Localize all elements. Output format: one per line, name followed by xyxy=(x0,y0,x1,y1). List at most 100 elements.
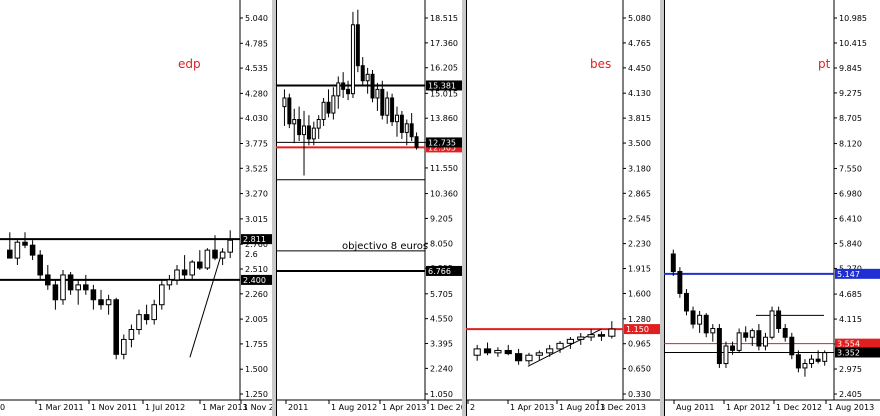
candle-body xyxy=(341,82,346,90)
y-tick-label: 2.975 xyxy=(839,365,862,374)
candle-body xyxy=(219,251,226,259)
candle-body xyxy=(697,314,703,325)
chart-annotation: objectivo 8 euros xyxy=(342,241,428,252)
candle-body xyxy=(292,119,297,125)
y-tick-label: 10.360 xyxy=(430,190,458,199)
trend-line xyxy=(189,250,224,358)
candle-body xyxy=(45,274,51,286)
y-tick-label: 1.050 xyxy=(430,390,453,399)
y-tick-label: 2.260 xyxy=(245,290,268,299)
y-tick-label: 4.550 xyxy=(430,315,453,324)
candle-body xyxy=(473,348,481,356)
candle-body xyxy=(360,65,365,82)
candle-body xyxy=(90,289,97,301)
y-tick-label: 3.525 xyxy=(245,164,268,173)
y-tick-label: 0.330 xyxy=(628,390,651,399)
y-tick-label: 2.510 xyxy=(245,265,268,274)
candle-body xyxy=(14,241,21,259)
y-tick-label: 3.270 xyxy=(245,190,268,199)
price-tag xyxy=(835,268,880,279)
candle-body xyxy=(577,336,585,340)
edp-chart-panel[interactable]: 5.040 4.785 4.535 4.280 4.030 3.775 3.525 3.270… xyxy=(0,0,272,416)
x-tick-label: 1 Dec 2013 xyxy=(600,403,646,412)
y-tick-label: 7.550 xyxy=(839,165,862,174)
y-tick-label: 2.545 xyxy=(628,215,651,224)
price-tag xyxy=(241,234,272,245)
extra-price-label: 2.6 xyxy=(245,250,258,259)
candle-body xyxy=(302,125,307,136)
candle-body xyxy=(346,88,351,95)
y-tick-label: 1.915 xyxy=(628,265,651,274)
price-tag xyxy=(835,338,880,349)
y-tick-label: 4.115 xyxy=(839,315,862,324)
y-tick-label: 2.865 xyxy=(628,189,651,198)
price-tag xyxy=(241,274,272,285)
y-tick-label: 4.535 xyxy=(245,64,268,73)
y-tick-label: 13.860 xyxy=(430,114,458,123)
candle-body xyxy=(227,239,233,253)
candle-body xyxy=(677,271,683,294)
second-chart-panel[interactable]: 18.515 17.360 16.205 15.015 13.860 12.735 11.5… xyxy=(276,0,462,416)
pt-chart-panel[interactable]: 10.985 10.415 9.845 9.275 8.705 8.120 7.550 6.9… xyxy=(664,0,880,416)
y-tick-label: 6.410 xyxy=(839,214,862,223)
candle-body xyxy=(809,358,815,365)
candle-body xyxy=(795,354,801,369)
x-tick-label: 1 Aug 2013 xyxy=(828,403,874,412)
candle-body xyxy=(67,274,74,291)
price-tag xyxy=(426,265,462,276)
candle-body xyxy=(409,123,414,138)
candle-body xyxy=(730,345,736,351)
chart-title: edp xyxy=(178,57,201,71)
candle-body xyxy=(60,274,66,301)
x-tick-label: Aug 2011 xyxy=(676,403,715,412)
y-tick-label: 4.685 xyxy=(839,290,862,299)
candle-body xyxy=(566,338,574,344)
y-tick-label: 1.250 xyxy=(245,390,268,399)
price-tag-label: 2.400 xyxy=(243,276,266,285)
candle-body xyxy=(375,88,380,99)
chart-background xyxy=(466,0,660,416)
y-tick-label: 9.845 xyxy=(839,64,862,73)
price-tag-label: 3.352 xyxy=(837,348,860,357)
candle-body xyxy=(159,284,165,306)
candle-body xyxy=(204,249,211,269)
candle-body xyxy=(365,73,370,82)
candle-body xyxy=(350,24,355,95)
candle-body xyxy=(399,114,404,133)
price-tag-label: 12.735 xyxy=(428,138,456,147)
candle-body xyxy=(212,249,218,259)
y-tick-label: 2.240 xyxy=(430,364,453,373)
price-tag-label: 5.147 xyxy=(837,270,860,279)
candle-body xyxy=(7,249,13,259)
candle-body xyxy=(326,101,331,114)
price-tag-label: 12.505 xyxy=(428,143,456,152)
candle-body xyxy=(716,327,722,365)
bes-chart-panel[interactable]: 5.080 4.765 4.450 4.130 3.815 3.500 3.180 2.865… xyxy=(466,0,660,416)
candle-body xyxy=(151,304,157,321)
y-tick-label: 3.395 xyxy=(430,340,453,349)
candle-body xyxy=(355,24,360,67)
y-tick-label: 1.500 xyxy=(245,365,268,374)
candle-body xyxy=(776,310,782,329)
candle-body xyxy=(597,334,606,337)
x-tick-label: 1 Aug 2013 xyxy=(559,403,605,412)
price-tag-label: 3.554 xyxy=(837,340,860,349)
y-tick-label: 16.205 xyxy=(430,64,458,73)
candle-body xyxy=(525,354,533,362)
y-tick-label: 15.015 xyxy=(430,89,458,98)
chart-background xyxy=(0,0,272,416)
price-tag xyxy=(426,80,462,91)
price-tag-label: 6.766 xyxy=(428,267,451,276)
y-tick-label: 3.180 xyxy=(628,164,651,173)
chart-title: bes xyxy=(590,57,611,71)
y-tick-label: 4.280 xyxy=(245,89,268,98)
y-tick-label: 1.280 xyxy=(628,315,651,324)
y-tick-label: 1.755 xyxy=(245,340,268,349)
candle-body xyxy=(703,314,709,334)
x-tick-label: 2011 xyxy=(288,403,308,412)
x-tick-label: 1 Apr 2013 xyxy=(510,403,554,412)
candle-body xyxy=(404,123,409,133)
x-tick-label: 1 Nov 2013 xyxy=(243,403,272,412)
y-tick-label: 3.815 xyxy=(628,114,651,123)
